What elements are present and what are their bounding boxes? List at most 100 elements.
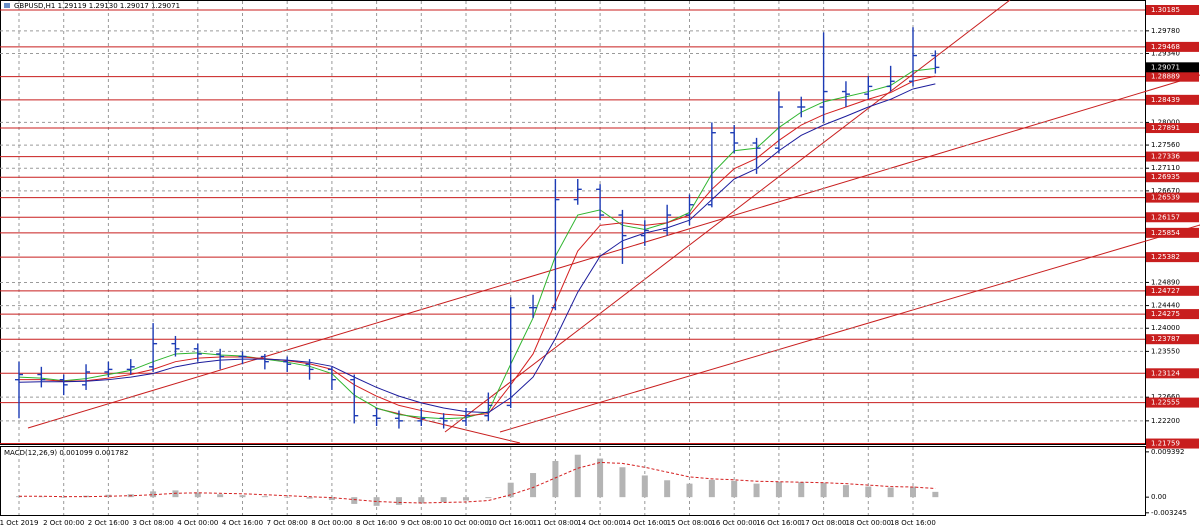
ohlc-bar [864, 76, 873, 100]
ohlc-bar [797, 96, 806, 118]
x-tick-label: 18 Oct 00:00 [845, 519, 891, 527]
current-price-label: 1.29071 [1151, 63, 1180, 71]
x-tick-label: 10 Oct 16:00 [488, 519, 534, 527]
trend-line [499, 224, 1200, 433]
trend-line [27, 74, 1200, 429]
ohlc-bar [149, 323, 158, 372]
ohlc-bar [59, 374, 68, 396]
level-label-box [1146, 397, 1199, 408]
ohlc-bar [305, 359, 314, 380]
macd-bar [284, 497, 291, 498]
level-label-box [1146, 227, 1199, 238]
x-tick-label: 15 Oct 08:00 [667, 519, 713, 527]
main-frame [0, 0, 1146, 445]
x-tick-label: 14 Oct 16:00 [622, 519, 668, 527]
macd-bar [753, 483, 760, 498]
x-tick-label: 10 Oct 00:00 [443, 519, 489, 527]
ohlc-bar [573, 179, 582, 205]
macd-bar [842, 485, 849, 498]
macd-title: MACD(12,26,9) 0.001099 0.001782 [4, 449, 128, 457]
ohlc-bar [394, 410, 403, 429]
ohlc-bar [327, 366, 336, 390]
ohlc-bar [529, 294, 538, 318]
macd-frame [0, 446, 1146, 516]
x-tick-label: 1 Oct 2019 [0, 519, 38, 527]
x-tick-label: 18 Oct 16:00 [890, 519, 936, 527]
x-tick-label: 16 Oct 16:00 [756, 519, 802, 527]
ohlc-bar [37, 366, 46, 388]
ohlc-bar [372, 407, 381, 426]
ohlc-bar [439, 413, 448, 429]
y-tick-label: 1.29340 [1151, 49, 1180, 57]
macd-bar [328, 497, 335, 501]
macd-bar [619, 467, 626, 498]
x-tick-label: 9 Oct 08:00 [401, 519, 442, 527]
x-tick-label: 3 Oct 08:00 [133, 519, 174, 527]
macd-bar [105, 494, 112, 498]
ohlc-bar [752, 137, 761, 174]
macd-bar [865, 486, 872, 498]
level-label-box [1146, 212, 1199, 223]
ohlc-bar [171, 335, 180, 357]
y-tick-label: 1.23550 [1151, 347, 1180, 355]
macd-bar [239, 495, 246, 498]
level-label-box [1146, 5, 1199, 16]
level-label-box [1146, 172, 1199, 183]
ohlc-bar [484, 392, 493, 421]
macd-bar [910, 486, 916, 498]
ohlc-bar [126, 359, 135, 375]
macd-bar [440, 497, 447, 502]
level-label: 1.23787 [1151, 335, 1180, 343]
ohlc-bar [15, 361, 23, 419]
level-label: 1.27336 [1151, 153, 1180, 161]
ohlc-bar [685, 194, 694, 226]
level-label-box [1146, 41, 1199, 52]
ohlc-bar [618, 209, 627, 264]
level-label: 1.29468 [1151, 43, 1180, 51]
ohlc-bar [104, 361, 113, 378]
level-label: 1.27891 [1151, 124, 1180, 132]
level-label: 1.25382 [1151, 253, 1180, 261]
level-label: 1.23124 [1151, 369, 1180, 377]
macd-bar [820, 482, 827, 498]
x-tick-label: 14 Oct 00:00 [577, 519, 623, 527]
ohlc-bar [417, 407, 426, 426]
ohlc-bar [462, 407, 470, 426]
y-tick-label: 1.24440 [1151, 302, 1180, 310]
chart-title: GBPUSD,H1 1.29119 1.29130 1.29017 1.2907… [14, 2, 180, 10]
macd-bar [686, 483, 693, 498]
macd-bar [150, 491, 157, 498]
ohlc-bar [707, 122, 716, 208]
x-tick-label: 4 Oct 16:00 [222, 519, 263, 527]
moving-average [18, 83, 936, 414]
ohlc-bar [193, 343, 202, 362]
level-label-box [1146, 368, 1199, 379]
macd-bar [932, 491, 939, 498]
level-label-box [1146, 94, 1199, 105]
ohlc-bar [663, 204, 672, 236]
macd-bar [552, 460, 559, 498]
y-tick-label: 1.22200 [1151, 417, 1180, 425]
y-tick-label: 1.27560 [1151, 141, 1180, 149]
level-label: 1.30185 [1151, 6, 1180, 14]
ohlc-bar [238, 351, 247, 365]
macd-bar [798, 482, 805, 498]
y-tick-label: 1.27110 [1151, 164, 1180, 172]
macd-bar [60, 497, 67, 498]
y-tick-label: 0.00 [1151, 493, 1167, 501]
x-tick-label: 8 Oct 16:00 [356, 519, 397, 527]
ohlc-bar [283, 356, 292, 372]
ohlc-bar [931, 50, 940, 74]
ohlc-bar [506, 297, 515, 408]
macd-bar [217, 494, 224, 498]
current-price-box [1146, 62, 1199, 73]
level-label-box [1146, 334, 1199, 345]
y-tick-label: 1.26670 [1151, 187, 1180, 195]
level-label: 1.28889 [1151, 73, 1180, 81]
trend-line [444, 0, 1011, 433]
macd-bar [306, 497, 313, 499]
level-label-box [1146, 252, 1199, 263]
level-label: 1.26157 [1151, 213, 1180, 221]
macd-bar [261, 496, 268, 498]
